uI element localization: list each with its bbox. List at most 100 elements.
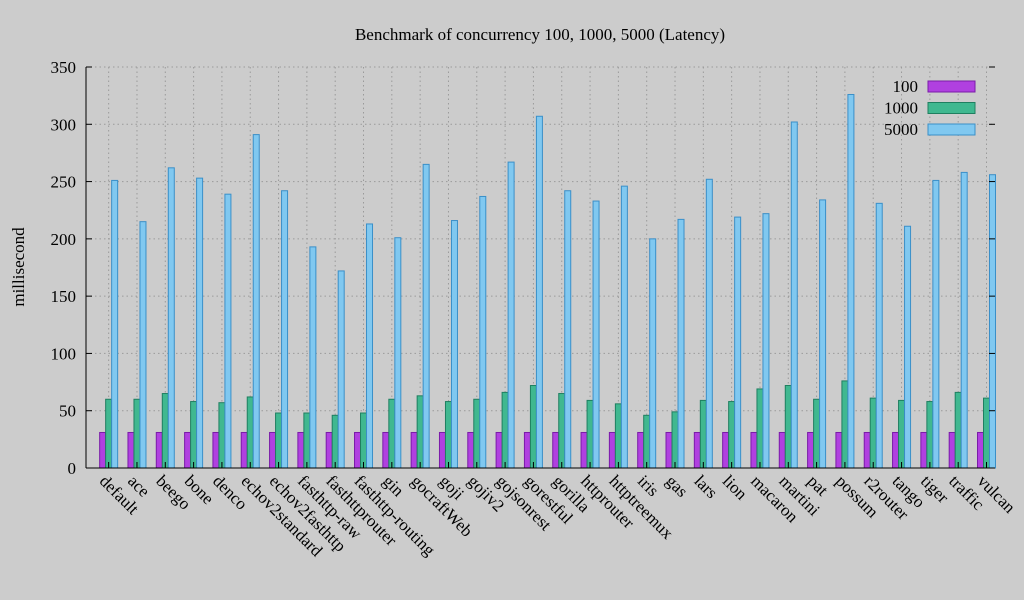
x-tick-label: gas	[662, 471, 691, 500]
bar-1000-gin	[388, 398, 396, 469]
bar-5000-echov2fasthttp	[281, 190, 289, 469]
bar-5000-httprouter	[592, 200, 600, 469]
bar-5000-r2router	[875, 202, 883, 469]
bar-5000-gocraftWeb	[422, 163, 430, 469]
x-tick-labels: defaultacebeegobonedencoechov2standardec…	[96, 471, 1020, 560]
y-tick-label: 250	[51, 173, 77, 192]
bar-5000-lars	[705, 178, 713, 469]
bar-1000-traffic	[954, 391, 962, 469]
bar-1000-r2router	[869, 397, 877, 469]
bar-100-gorestful	[523, 431, 531, 469]
bar-1000-httptreemux	[614, 403, 622, 469]
bar-100-iris	[637, 431, 645, 469]
legend-swatch	[927, 123, 976, 136]
bar-100-httptreemux	[608, 431, 616, 469]
bar-1000-gojiv2	[473, 398, 481, 469]
bar-100-pat	[807, 431, 815, 469]
bar-100-httprouter	[580, 431, 588, 469]
bar-1000-gorestful	[529, 385, 537, 469]
bar-1000-fasthttp-routing	[360, 412, 368, 469]
bar-100-gocraftWeb	[410, 431, 418, 469]
legend-swatch	[927, 102, 976, 114]
bars	[99, 93, 997, 469]
bar-5000-possum	[847, 93, 855, 469]
bar-100-denco	[212, 431, 220, 469]
y-tick-label: 150	[51, 287, 77, 306]
bar-100-echov2fasthttp	[269, 431, 277, 469]
bar-1000-lion	[728, 401, 736, 469]
bar-1000-echov2fasthttp	[275, 412, 283, 469]
bar-1000-possum	[841, 380, 849, 469]
y-tick-label: 50	[59, 402, 76, 421]
bar-100-traffic	[948, 431, 956, 469]
bar-5000-fasthttprouter	[337, 270, 345, 469]
bar-100-possum	[835, 431, 843, 469]
y-tick-label: 200	[51, 230, 77, 249]
bar-5000-beego	[167, 167, 175, 469]
bar-5000-gojiv2	[479, 195, 487, 469]
bar-5000-vulcan	[989, 174, 997, 469]
bar-100-r2router	[863, 431, 871, 469]
bar-100-tiger	[920, 431, 928, 469]
bar-5000-denco	[224, 193, 232, 469]
bar-1000-beego	[161, 393, 169, 469]
bar-5000-macaron	[762, 213, 770, 469]
bar-1000-gocraftWeb	[416, 395, 424, 469]
bar-1000-gorilla	[558, 393, 566, 469]
bar-5000-gorilla	[564, 190, 572, 469]
legend-label: 100	[893, 77, 919, 96]
bar-1000-martini	[784, 385, 792, 469]
bar-5000-gorestful	[535, 115, 543, 469]
bar-1000-gas	[671, 411, 679, 469]
bar-1000-macaron	[756, 388, 764, 469]
bar-100-martini	[778, 431, 786, 469]
bar-5000-httptreemux	[620, 185, 628, 469]
bar-5000-gojsonrest	[507, 161, 515, 469]
bar-1000-iris	[643, 414, 651, 469]
bar-1000-gojsonrest	[501, 391, 509, 469]
bar-1000-fasthttp-raw	[303, 412, 311, 469]
bar-5000-fasthttp-routing	[366, 223, 374, 469]
legend-swatch	[927, 80, 976, 93]
y-tick-label: 0	[68, 459, 77, 478]
bar-5000-gin	[394, 237, 402, 469]
bar-5000-default	[111, 179, 119, 469]
bar-100-bone	[184, 431, 192, 469]
bar-100-vulcan	[977, 431, 985, 469]
bar-1000-tango	[898, 399, 906, 469]
bar-1000-echov2standard	[246, 396, 254, 469]
x-tick-label: lion	[719, 471, 751, 503]
bar-1000-httprouter	[586, 399, 594, 469]
x-tick-label: lars	[690, 471, 721, 502]
bar-5000-tango	[904, 225, 912, 469]
bar-100-gorilla	[552, 431, 560, 469]
legend-label: 1000	[884, 99, 918, 118]
bar-5000-lion	[734, 216, 742, 469]
bar-5000-ace	[139, 221, 147, 469]
y-tick-label: 300	[51, 115, 77, 134]
bar-1000-bone	[190, 401, 198, 469]
bar-5000-traffic	[960, 171, 968, 469]
bar-100-ace	[127, 431, 135, 469]
bar-100-fasthttp-routing	[354, 431, 362, 469]
bar-1000-lars	[699, 399, 707, 469]
bar-5000-echov2standard	[252, 134, 260, 469]
chart-title: Benchmark of concurrency 100, 1000, 5000…	[355, 25, 725, 44]
bar-5000-iris	[649, 238, 657, 469]
bar-100-macaron	[750, 431, 758, 469]
y-tick-label: 100	[51, 344, 77, 363]
y-tick-labels: 0 50 100 150 200 250 300 350	[51, 58, 77, 478]
bar-1000-pat	[813, 398, 821, 469]
bar-100-gojiv2	[467, 431, 475, 469]
y-tick-label: 350	[51, 58, 77, 77]
y-axis-label: millisecond	[9, 227, 28, 307]
bar-1000-denco	[218, 402, 226, 469]
bar-100-default	[99, 431, 107, 469]
bar-5000-gas	[677, 218, 685, 469]
bar-5000-fasthttp-raw	[309, 246, 317, 469]
bar-1000-fasthttprouter	[331, 414, 339, 469]
bar-1000-tiger	[926, 401, 934, 469]
bar-1000-ace	[133, 398, 141, 469]
bar-100-tango	[892, 431, 900, 469]
